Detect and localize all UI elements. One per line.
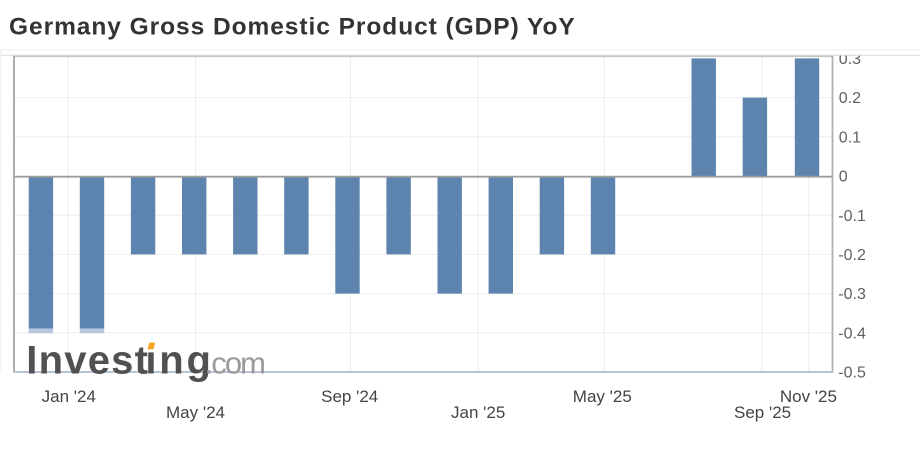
svg-text:Nov '25: Nov '25 <box>780 387 837 406</box>
svg-text:Germany Gross Domestic Product: Germany Gross Domestic Product (GDP) YoY <box>9 14 576 41</box>
svg-text:Jan '25: Jan '25 <box>451 403 505 422</box>
svg-text:-0.1: -0.1 <box>838 208 866 225</box>
svg-text:-0.4: -0.4 <box>838 325 866 342</box>
svg-text:.com: .com <box>205 346 265 381</box>
svg-text:-0.5: -0.5 <box>838 365 866 382</box>
svg-text:Sep '25: Sep '25 <box>734 403 791 422</box>
svg-text:-0.2: -0.2 <box>838 247 866 264</box>
svg-text:0.2: 0.2 <box>839 90 861 107</box>
svg-text:-0.3: -0.3 <box>838 286 866 303</box>
svg-text:Sep '24: Sep '24 <box>321 387 378 406</box>
svg-text:Jan '24: Jan '24 <box>42 387 96 406</box>
svg-text:ıng: ıng <box>145 339 213 383</box>
svg-text:May '24: May '24 <box>166 403 225 422</box>
svg-text:0.1: 0.1 <box>839 129 861 146</box>
svg-text:0: 0 <box>839 169 848 186</box>
svg-text:May '25: May '25 <box>573 387 632 406</box>
svg-text:Invest: Invest <box>26 339 149 383</box>
